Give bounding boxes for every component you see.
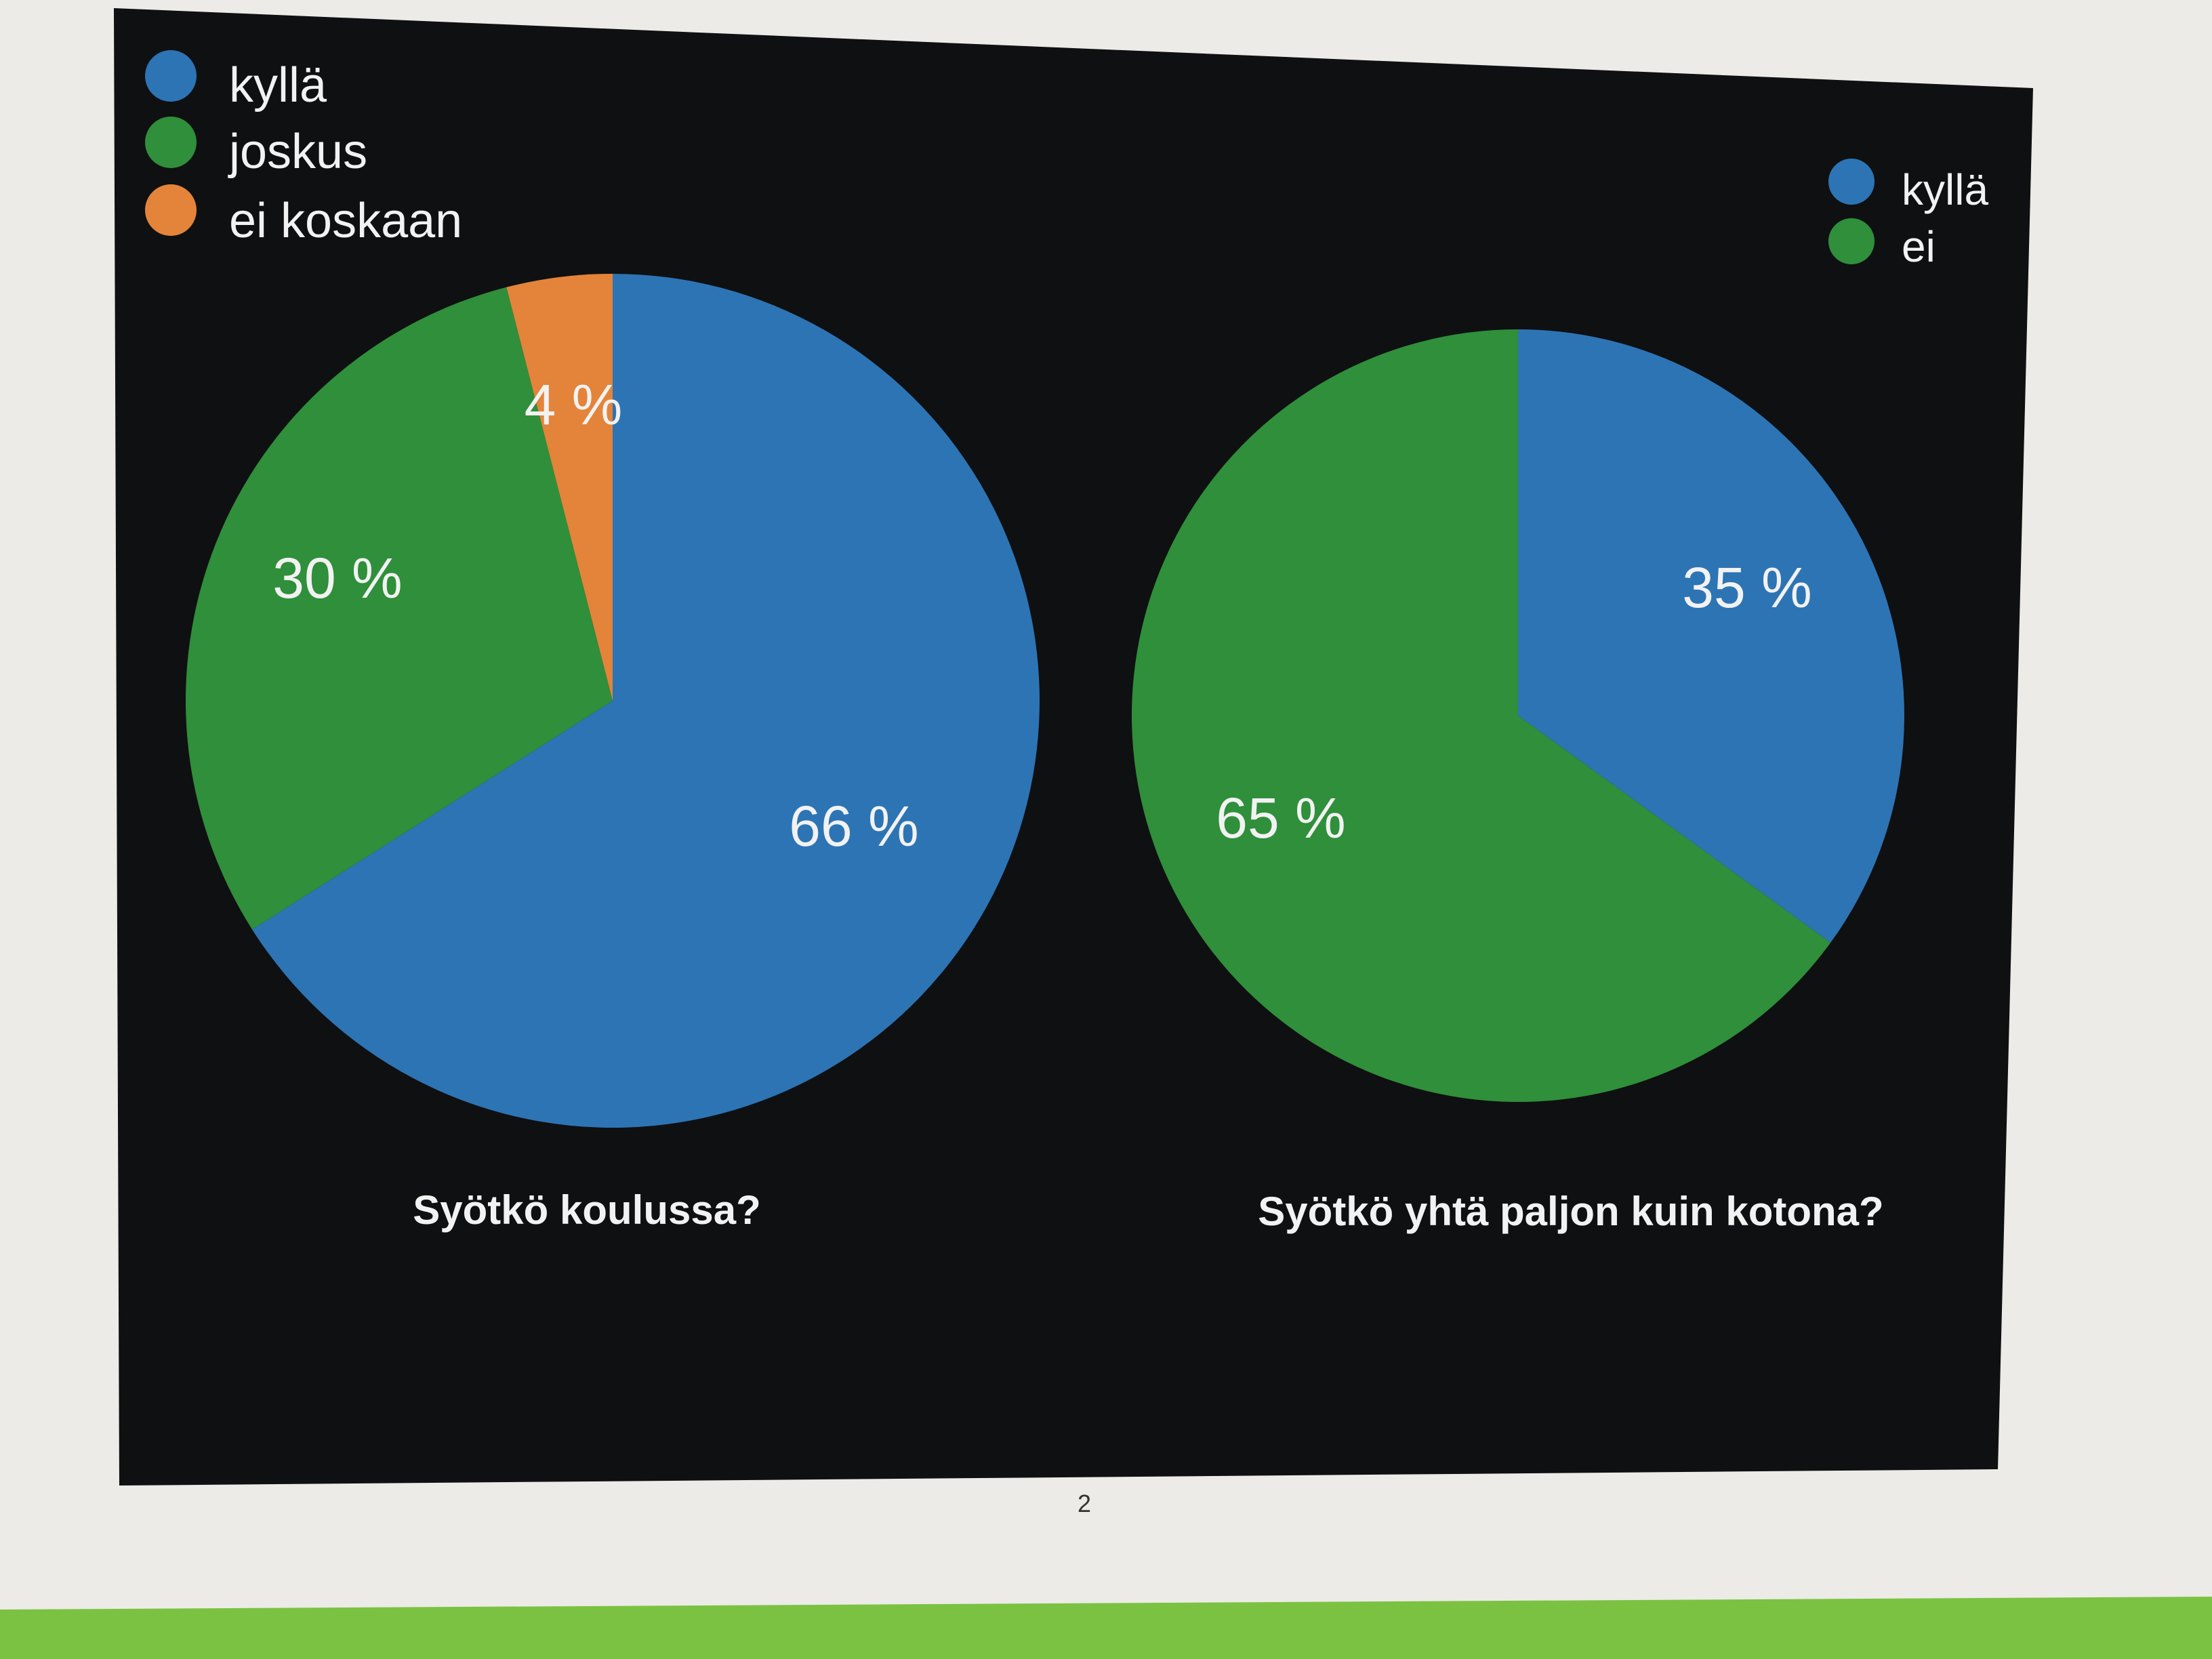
pie-slice — [252, 274, 1040, 1128]
legend-label: kyllä — [1902, 165, 1988, 214]
legend-label: ei — [1902, 222, 1936, 271]
slice-label: 30 % — [272, 546, 402, 610]
pie-chart-home: 35 % 65 % — [1131, 329, 1904, 1102]
slice-label: 66 % — [789, 794, 918, 858]
page-number: 2 — [1077, 1490, 1092, 1517]
pie-slice — [185, 287, 613, 930]
legend-swatch-kylla — [145, 50, 197, 102]
legend-home: kyllä ei — [1828, 159, 1988, 271]
legend-item: ei koskaan — [145, 184, 462, 248]
legend-label: joskus — [228, 125, 367, 179]
legend-swatch-ei-koskaan — [145, 184, 197, 236]
legend-item: kyllä — [1828, 159, 1988, 214]
pie-slice — [506, 274, 613, 701]
pie-slice — [1131, 329, 1831, 1102]
legend-item: ei — [1828, 218, 1936, 271]
pie-slice — [1518, 329, 1904, 943]
legend-item: joskus — [145, 117, 367, 179]
legend-item: kyllä — [145, 50, 327, 112]
chart-title-school: Syötkö koulussa? — [413, 1187, 760, 1233]
slice-label: 35 % — [1682, 556, 1811, 619]
pie-chart-school: 66 % 30 % 4 % — [185, 274, 1040, 1128]
legend-school: kyllä joskus ei koskaan — [145, 50, 462, 248]
legend-swatch-joskus — [145, 117, 197, 168]
legend-label: ei koskaan — [229, 194, 462, 248]
slice-label: 4 % — [525, 373, 623, 436]
chart-title-home: Syötkö yhtä paljon kuin kotona? — [1258, 1189, 1883, 1234]
legend-label: kyllä — [229, 58, 327, 112]
legend-swatch-ei — [1828, 218, 1875, 264]
legend-swatch-kylla — [1828, 159, 1875, 205]
slice-label: 65 % — [1216, 786, 1345, 850]
